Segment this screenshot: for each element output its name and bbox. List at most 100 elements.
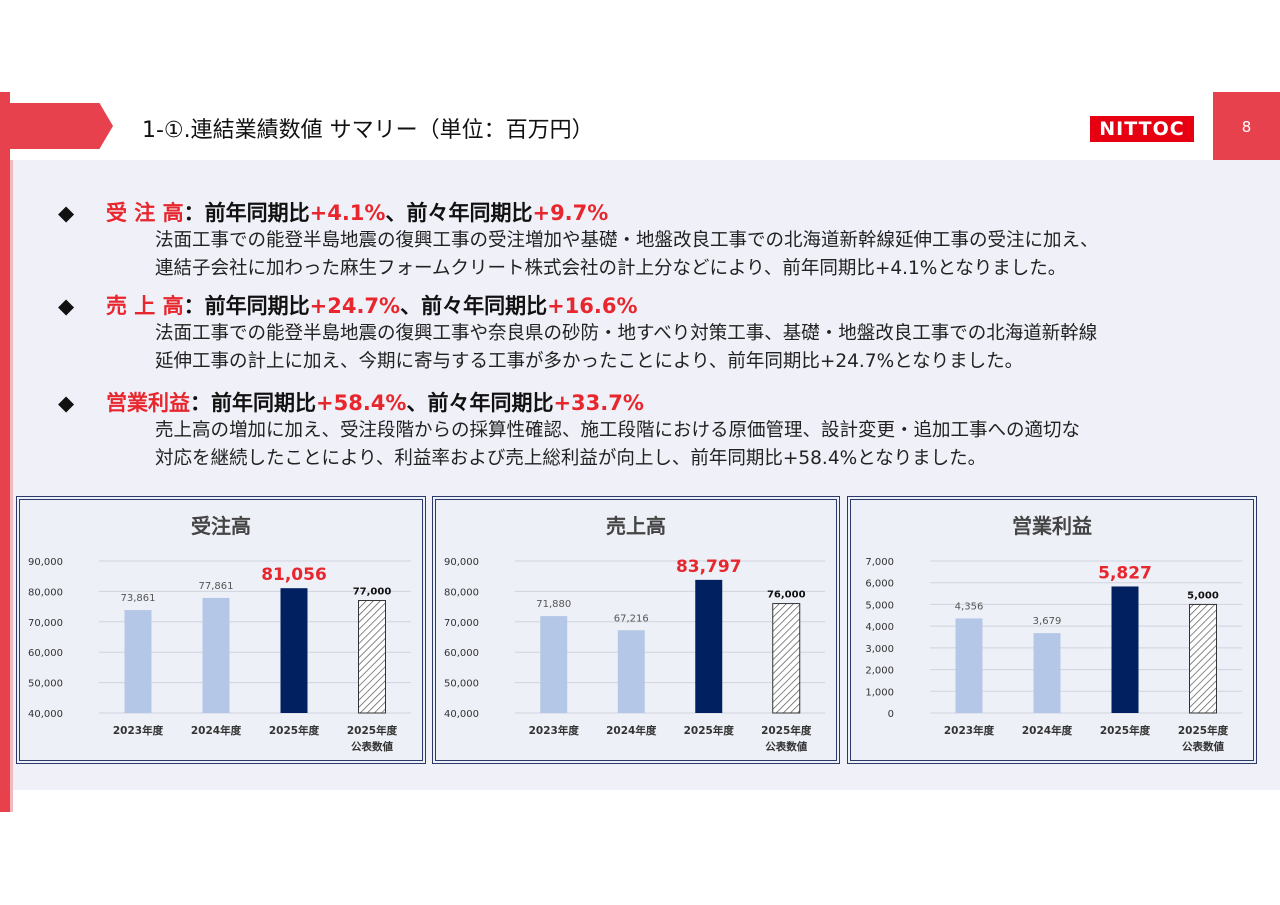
chart-title: 売上高 bbox=[606, 514, 666, 538]
chart-panel-operating-profit: 営業利益 0 1,000 2,000 3,000 4,000 5,000 6,000 7,000… bbox=[847, 496, 1257, 764]
x-tick-label: 2025年度 bbox=[1178, 724, 1229, 737]
y-tick-label: 3,000 bbox=[865, 644, 894, 655]
bar-forecast bbox=[772, 603, 801, 714]
page-title: 1-①.連結業績数値 サマリー（単位：百万円） bbox=[142, 118, 594, 143]
y-tick-label: 50,000 bbox=[444, 679, 479, 690]
body-line: 対応を継続したことにより、利益率および売上総利益が向上し、前年同期比+58.4%… bbox=[155, 448, 987, 469]
x-tick-label: 2023年度 bbox=[944, 724, 995, 737]
data-label-forecast: 5,000 bbox=[1187, 590, 1219, 601]
body-line: 法面工事での能登半島地震の復興工事や奈良県の砂防・地すべり対策工事、基礎・地盤改… bbox=[155, 323, 1098, 344]
diamond-bullet-icon: ◆ bbox=[58, 201, 75, 225]
data-label-forecast: 76,000 bbox=[767, 590, 806, 601]
diamond-bullet-icon: ◆ bbox=[58, 294, 75, 318]
x-tick-label: 公表数値 bbox=[1182, 740, 1224, 753]
section-body: 法面工事での能登半島地震の復興工事や奈良県の砂防・地すべり対策工事、基礎・地盤改… bbox=[155, 320, 1097, 376]
bar-past bbox=[540, 616, 568, 713]
x-tick-label: 公表数値 bbox=[351, 740, 393, 753]
bar-forecast bbox=[1189, 603, 1217, 714]
y-tick-label: 70,000 bbox=[28, 618, 63, 629]
nittoc-logo: NITTOC bbox=[1090, 116, 1194, 142]
y-tick-label: 1,000 bbox=[865, 687, 894, 698]
y-tick-label: 90,000 bbox=[444, 557, 479, 568]
bar-current bbox=[1111, 586, 1139, 713]
chart-panel-sales: 売上高 40,000 50,000 60,000 70,000 80,000 90,000 7… bbox=[432, 496, 840, 764]
y-tick-label: 2,000 bbox=[865, 666, 894, 677]
diamond-bullet-icon: ◆ bbox=[58, 391, 75, 415]
data-label: 3,679 bbox=[1033, 616, 1062, 627]
y-tick-label: 5,000 bbox=[865, 600, 894, 611]
bar-current bbox=[695, 579, 723, 713]
y-tick-label: 0 bbox=[888, 709, 894, 720]
body-line: 法面工事での能登半島地震の復興工事の受注増加や基礎・地盤改良工事での北海道新幹線… bbox=[155, 230, 1099, 251]
bar-past bbox=[955, 618, 983, 713]
bar-past bbox=[202, 597, 230, 713]
two-year-value: +33.7% bbox=[553, 391, 644, 415]
bar-current bbox=[280, 588, 308, 713]
data-label-forecast: 77,000 bbox=[353, 587, 392, 598]
two-year-text: 、前々年同期比 bbox=[400, 294, 548, 318]
data-label: 77,861 bbox=[199, 581, 234, 592]
summary-section-sales: ◆ 売 上 高：前年同期比+24.7%、前々年同期比+16.6% 法面工事での能登… bbox=[58, 292, 1097, 376]
x-tick-label: 2025年度 bbox=[347, 724, 398, 737]
sales-bar-chart: 売上高 40,000 50,000 60,000 70,000 80,000 90,000 7… bbox=[444, 514, 825, 753]
section-heading: ◆ 受 注 高：前年同期比+4.1%、前々年同期比+9.7% bbox=[58, 199, 1099, 227]
data-label-current: 5,827 bbox=[1098, 563, 1152, 583]
body-line: 売上高の増加に加え、受注段階からの採算性確認、施工段階における原価管理、設計変更… bbox=[155, 420, 1081, 441]
y-tick-label: 40,000 bbox=[444, 709, 479, 720]
x-tick-label: 2025年度 bbox=[761, 724, 812, 737]
orders-bar-chart: 受注高 40,000 50,000 60,000 70,000 80,000 90,000 7… bbox=[28, 514, 411, 753]
body-line: 延伸工事の計上に加え、今期に寄与する工事が多かったことにより、前年同期比+24.… bbox=[155, 351, 1024, 372]
y-tick-label: 60,000 bbox=[444, 648, 479, 659]
title-arrow-shape bbox=[0, 103, 113, 149]
summary-section-operating-profit: ◆ 営業利益：前年同期比+58.4%、前々年同期比+33.7% 売上高の増加に加え… bbox=[58, 389, 1080, 473]
chart-title: 受注高 bbox=[191, 514, 251, 538]
y-tick-label: 70,000 bbox=[444, 618, 479, 629]
section-heading: ◆ 営業利益：前年同期比+58.4%、前々年同期比+33.7% bbox=[58, 389, 1080, 417]
data-label: 71,880 bbox=[536, 599, 571, 610]
y-tick-label: 7,000 bbox=[865, 557, 894, 568]
left-accent-strip bbox=[0, 92, 10, 812]
y-tick-label: 50,000 bbox=[28, 679, 63, 690]
yoy-value: +58.4% bbox=[316, 391, 407, 415]
bar-past bbox=[1033, 633, 1061, 713]
x-tick-label: 2023年度 bbox=[113, 724, 164, 737]
section-label: 売 上 高 bbox=[106, 294, 184, 318]
operating-profit-bar-chart: 営業利益 0 1,000 2,000 3,000 4,000 5,000 6,000 7,000… bbox=[865, 514, 1242, 753]
section-body: 売上高の増加に加え、受注段階からの採算性確認、施工段階における原価管理、設計変更… bbox=[155, 417, 1080, 473]
yoy-text: 前年同期比 bbox=[204, 201, 310, 225]
x-tick-label: 2023年度 bbox=[529, 724, 580, 737]
section-label: 受 注 高 bbox=[106, 201, 184, 225]
section-colon: ： bbox=[190, 391, 211, 415]
data-label-current: 81,056 bbox=[261, 565, 327, 585]
two-year-text: 、前々年同期比 bbox=[406, 391, 554, 415]
x-tick-label: 2025年度 bbox=[1100, 724, 1151, 737]
y-tick-label: 40,000 bbox=[28, 709, 63, 720]
summary-section-orders: ◆ 受 注 高：前年同期比+4.1%、前々年同期比+9.7% 法面工事での能登半島… bbox=[58, 199, 1099, 283]
yoy-value: +24.7% bbox=[309, 294, 401, 318]
section-colon: ： bbox=[183, 201, 205, 225]
section-heading: ◆ 売 上 高：前年同期比+24.7%、前々年同期比+16.6% bbox=[58, 292, 1097, 320]
x-tick-label: 2025年度 bbox=[684, 724, 735, 737]
two-year-value: +9.7% bbox=[532, 201, 609, 225]
yoy-value: +4.1% bbox=[309, 201, 386, 225]
left-accent-strip-light bbox=[10, 160, 13, 812]
bar-past bbox=[617, 630, 645, 713]
yoy-text: 前年同期比 bbox=[204, 294, 310, 318]
page-number: 8 bbox=[1213, 92, 1280, 160]
chart-title: 営業利益 bbox=[1012, 514, 1092, 538]
y-tick-label: 6,000 bbox=[865, 579, 894, 590]
bar-forecast bbox=[358, 600, 386, 714]
data-label-current: 83,797 bbox=[676, 557, 742, 577]
x-tick-label: 2024年度 bbox=[191, 724, 242, 737]
bar-past bbox=[124, 610, 152, 713]
section-colon: ： bbox=[183, 294, 205, 318]
x-tick-label: 2025年度 bbox=[269, 724, 320, 737]
y-tick-label: 90,000 bbox=[28, 557, 63, 568]
section-label: 営業利益 bbox=[106, 391, 190, 415]
y-tick-label: 80,000 bbox=[444, 587, 479, 598]
x-tick-label: 2024年度 bbox=[1022, 724, 1073, 737]
section-body: 法面工事での能登半島地震の復興工事の受注増加や基礎・地盤改良工事での北海道新幹線… bbox=[155, 227, 1099, 283]
data-label: 67,216 bbox=[614, 613, 649, 624]
chart-panel-orders: 受注高 40,000 50,000 60,000 70,000 80,000 90,000 7… bbox=[16, 496, 426, 764]
data-label: 4,356 bbox=[955, 601, 984, 612]
